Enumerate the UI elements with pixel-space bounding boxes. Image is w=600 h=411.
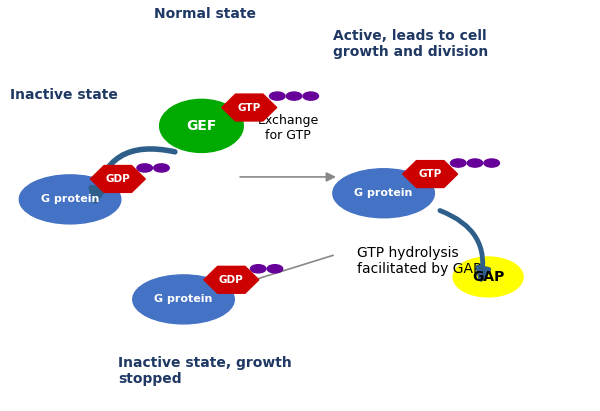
Text: Normal state: Normal state [154, 7, 256, 21]
Ellipse shape [333, 169, 434, 218]
Polygon shape [204, 266, 259, 293]
Ellipse shape [451, 159, 466, 167]
Text: GTP hydrolysis
facilitated by GAP: GTP hydrolysis facilitated by GAP [357, 245, 481, 276]
Ellipse shape [160, 99, 243, 152]
Text: GDP: GDP [219, 275, 244, 285]
Polygon shape [222, 94, 277, 121]
Ellipse shape [484, 159, 499, 167]
Text: GTP: GTP [419, 169, 442, 179]
Text: GEF: GEF [186, 119, 217, 133]
Ellipse shape [19, 175, 121, 224]
Text: Inactive state, growth
stopped: Inactive state, growth stopped [118, 356, 292, 386]
Ellipse shape [269, 92, 285, 100]
Ellipse shape [467, 159, 483, 167]
Text: G protein: G protein [355, 188, 413, 198]
Ellipse shape [133, 275, 235, 324]
Ellipse shape [267, 265, 283, 273]
Text: Inactive state: Inactive state [10, 88, 118, 102]
Text: Exchange
for GTP: Exchange for GTP [257, 114, 319, 142]
Polygon shape [91, 166, 145, 192]
Ellipse shape [286, 92, 302, 100]
Text: GTP: GTP [238, 102, 261, 113]
Ellipse shape [454, 257, 523, 296]
Polygon shape [403, 161, 458, 187]
Ellipse shape [303, 92, 319, 100]
Text: G protein: G protein [154, 294, 213, 305]
Text: GAP: GAP [472, 270, 505, 284]
Text: G protein: G protein [41, 194, 99, 204]
Text: GDP: GDP [106, 174, 130, 184]
Ellipse shape [250, 265, 266, 273]
Text: Active, leads to cell
growth and division: Active, leads to cell growth and divisio… [333, 29, 488, 59]
Ellipse shape [137, 164, 152, 172]
Ellipse shape [154, 164, 169, 172]
